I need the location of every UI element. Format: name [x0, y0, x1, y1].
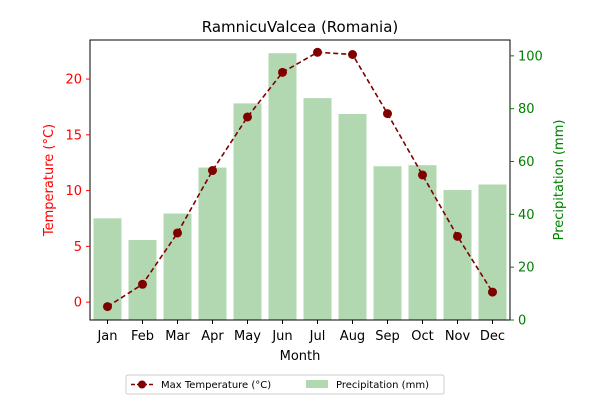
precipitation-bars: [93, 53, 507, 320]
temperature-point: [278, 67, 287, 77]
legend-box: [125, 374, 445, 395]
right-y-tick-label: 60: [518, 155, 535, 170]
right-y-tick-label: 100: [518, 49, 543, 64]
legend-temperature-marker: [138, 380, 146, 389]
precipitation-bar: [478, 184, 507, 320]
precipitation-bar: [443, 190, 472, 320]
legend-precipitation-swatch: [306, 380, 328, 388]
temperature-point: [243, 112, 252, 122]
legend-precipitation-label: Precipitation (mm): [336, 380, 429, 391]
left-y-tick-label: 0: [74, 296, 82, 311]
temperature-point: [313, 47, 322, 57]
x-tick-label: Oct: [411, 329, 433, 344]
x-tick-label: Dec: [480, 329, 505, 344]
precipitation-bar: [198, 167, 227, 320]
x-tick-label: Nov: [445, 329, 471, 344]
temperature-point: [103, 302, 112, 312]
left-y-axis-label: Temperature (°C): [42, 124, 57, 237]
x-tick-label: Feb: [131, 329, 154, 344]
right-y-tick-label: 0: [518, 314, 526, 329]
right-y-tick-label: 40: [518, 208, 535, 223]
x-tick-label: Jan: [96, 329, 117, 344]
axes: Jan Feb Mar Apr May Jun Jul Aug Sep Oct Nov Dec 0 5 10…: [65, 39, 543, 344]
precipitation-bar: [233, 103, 262, 320]
right-y-tick-label: 20: [518, 261, 535, 276]
temperature-point: [418, 170, 427, 180]
legend: Max Temperature (°C) Precipitation (mm): [125, 374, 445, 395]
temperature-line-path: [107, 51, 494, 308]
temperature-point: [348, 50, 357, 60]
temperature-point: [173, 228, 182, 238]
plot-frame: [89, 39, 511, 321]
legend-temperature-label: Max Temperature (°C): [161, 380, 271, 391]
precipitation-bar: [268, 53, 297, 320]
x-tick-label: Jul: [309, 329, 326, 344]
precipitation-bar: [408, 165, 437, 320]
x-tick-label: Mar: [165, 329, 190, 344]
precipitation-bar: [338, 113, 367, 320]
left-y-tick-label: 20: [65, 73, 82, 88]
left-y-tick-label: 5: [74, 240, 82, 255]
temperature-point: [383, 109, 392, 119]
temperature-point: [453, 231, 462, 241]
precipitation-bar: [373, 166, 402, 320]
x-axis-label: Month: [280, 349, 321, 364]
temperature-line: [103, 47, 497, 312]
precipitation-bar: [303, 98, 332, 320]
right-y-tick-label: 80: [518, 102, 535, 117]
x-tick-label: Aug: [340, 329, 365, 344]
left-y-tick-label: 15: [65, 128, 82, 143]
left-y-tick-label: 10: [65, 184, 82, 199]
x-tick-label: Jun: [271, 329, 292, 344]
temperature-point: [138, 279, 147, 289]
temperature-point: [488, 287, 497, 297]
right-y-axis-label: Precipitation (mm): [552, 120, 567, 241]
chart-title: RamnicuValcea (Romania): [202, 18, 399, 36]
x-tick-label: Apr: [201, 329, 224, 344]
temperature-point: [208, 166, 217, 176]
x-tick-label: May: [234, 329, 261, 344]
x-tick-label: Sep: [375, 329, 400, 344]
